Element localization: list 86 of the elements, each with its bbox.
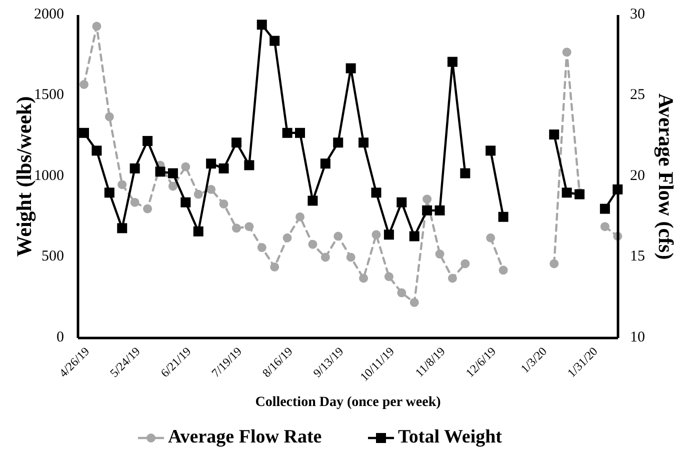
point [118,180,127,190]
point [295,128,305,138]
point [384,230,394,240]
point [257,243,266,252]
y-tick-label: 2000 [34,6,64,22]
x-axis-title: Collection Day (once per week) [255,395,442,410]
point [498,266,508,275]
point [409,231,420,242]
point [434,205,445,216]
point [231,138,242,148]
point [308,196,318,206]
y-tick-label: 1000 [34,168,64,184]
point [498,212,508,222]
y2-tick-label: 15 [630,248,645,265]
point [270,262,280,272]
point [550,259,559,268]
y-tick-label: 1500 [34,87,64,104]
point [600,204,610,214]
point [359,274,368,283]
point [219,199,228,208]
legend-label: Average Flow Rate [168,426,322,448]
point [549,130,560,140]
point [346,63,356,74]
point [206,158,216,169]
legend-label: Total Weight [398,426,503,448]
point [384,272,394,282]
point [320,252,330,262]
point [282,128,292,138]
y-axis-title: Weight (lbs/week) [12,96,36,257]
point [104,188,114,198]
point [130,163,140,174]
point [244,160,254,170]
point [460,259,470,268]
point [397,288,406,298]
point [448,274,457,283]
point [422,194,432,204]
point [206,184,216,194]
point [447,56,458,67]
point [320,158,330,169]
point [460,168,470,178]
point [104,112,114,122]
point [92,22,102,31]
point [562,48,572,57]
point [232,224,241,233]
point [143,204,152,214]
y-tick-label: 500 [42,248,64,265]
point [155,166,166,177]
point [193,226,204,236]
point [282,233,292,242]
point [270,36,280,46]
point [92,146,102,156]
point [410,298,419,307]
point [600,222,610,232]
point [130,198,140,207]
point [244,222,254,232]
point [142,136,153,146]
y2-tick-label: 20 [630,168,645,184]
point [218,163,229,174]
point [346,252,356,262]
point [562,188,572,198]
point [296,212,304,222]
point [358,138,369,148]
point [194,190,203,199]
point [180,197,191,208]
point [117,223,128,234]
y2-tick-label: 10 [630,329,645,346]
point [371,188,382,198]
point [308,240,318,249]
y2-tick-label: 25 [630,87,645,104]
y-tick-label: 0 [56,329,64,346]
point [168,182,178,191]
point [334,232,343,241]
point [79,128,89,138]
point [435,250,444,259]
point [80,80,88,89]
point [372,230,381,240]
y2-axis-title: Average Flow (cfs) [654,93,678,260]
point [396,197,407,208]
point [168,168,178,178]
point [422,205,432,216]
point [256,20,267,30]
point [333,138,344,148]
point [486,233,496,242]
point [486,146,496,156]
y2-tick-label: 30 [630,6,645,22]
point [181,162,190,172]
